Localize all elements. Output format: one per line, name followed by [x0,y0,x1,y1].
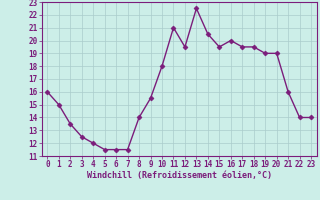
X-axis label: Windchill (Refroidissement éolien,°C): Windchill (Refroidissement éolien,°C) [87,171,272,180]
